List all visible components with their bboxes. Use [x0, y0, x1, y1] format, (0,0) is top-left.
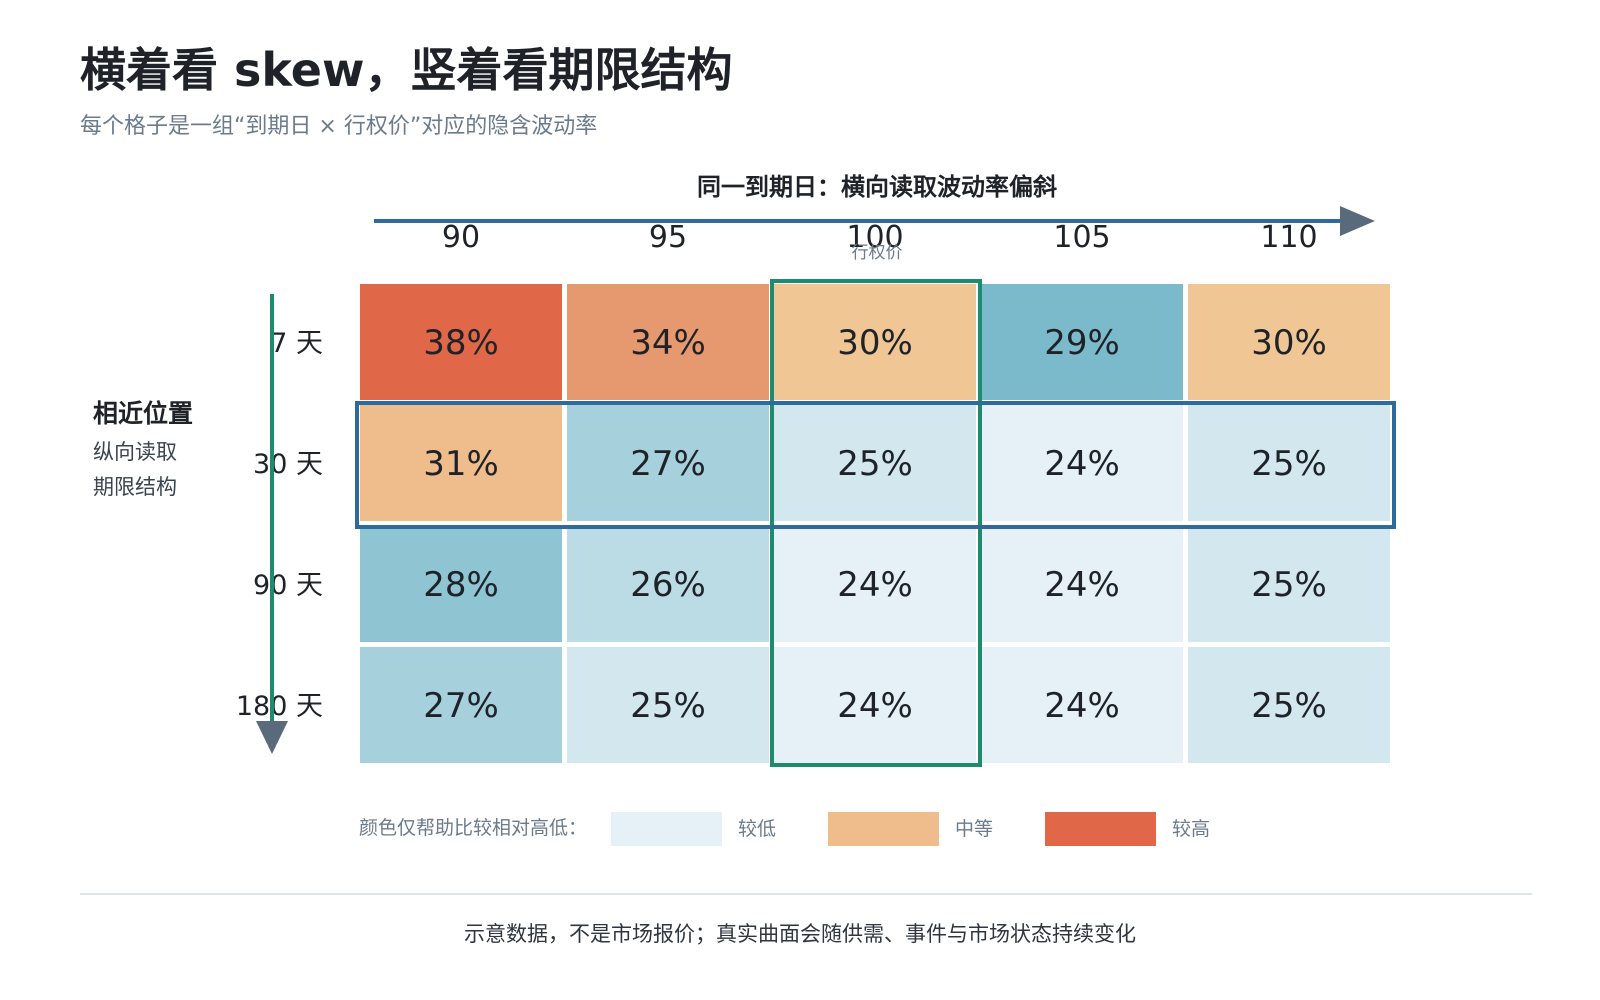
page-subtitle: 每个格子是一组“到期日 × 行权价”对应的隐含波动率 [80, 114, 598, 139]
y-tick-labels: 7 天 30 天 90 天 180 天 [236, 328, 323, 722]
top-arrow-head [1340, 206, 1375, 236]
heatmap-cell [1188, 647, 1390, 763]
legend-swatch [1045, 812, 1156, 846]
y-tick-label: 7 天 [270, 328, 323, 359]
legend-label: 中等 [955, 818, 993, 840]
heatmap-cell [360, 526, 562, 642]
heatmap-cell [981, 284, 1183, 400]
heatmap-cell [360, 647, 562, 763]
cell-value-label: 31% [423, 444, 499, 484]
footnote: 示意数据，不是市场报价；真实曲面会随供需、事件与市场状态持续变化 [464, 922, 1136, 946]
legend-label: 较低 [738, 818, 776, 840]
x-tick-label: 95 [649, 220, 687, 255]
row-highlight-frame [355, 401, 1396, 529]
legend-label: 较高 [1172, 818, 1210, 840]
y-tick-label: 90 天 [253, 570, 323, 601]
cell-value-label: 29% [1044, 323, 1120, 363]
cell-value-label: 38% [423, 323, 499, 363]
cell-value-label: 24% [837, 565, 913, 605]
cell-value-label: 28% [423, 565, 499, 605]
cell-value-label: 25% [1251, 444, 1327, 484]
cell-value-label: 25% [1251, 565, 1327, 605]
cell-value-label: 24% [1044, 565, 1120, 605]
heatmap-cell [567, 526, 769, 642]
heatmap-cell [981, 405, 1183, 521]
cell-value-label: 34% [630, 323, 706, 363]
x-tick-label: 90 [442, 220, 480, 255]
heatmap-cell [774, 526, 976, 642]
cell-value-label: 27% [630, 444, 706, 484]
heatmap-cell [774, 647, 976, 763]
column-highlight-frame [770, 279, 982, 767]
heatmap-cell [360, 284, 562, 400]
x-tick-label: 105 [1053, 220, 1110, 255]
cell-value-label: 30% [1251, 323, 1327, 363]
cell-value-label: 24% [1044, 444, 1120, 484]
cell-value-label: 25% [630, 686, 706, 726]
legend: 较低 中等 较高 [611, 812, 1210, 846]
left-arrow-head [256, 721, 288, 754]
y-tick-label: 180 天 [236, 691, 323, 722]
heatmap-cell [567, 284, 769, 400]
left-label-line1: 纵向读取 [93, 440, 177, 464]
heatmap-cell [1188, 284, 1390, 400]
heatmap-cell [567, 405, 769, 521]
x-tick-label: 100 [846, 220, 903, 255]
heatmap-cell [1188, 526, 1390, 642]
heatmap-cell [567, 647, 769, 763]
left-label-line2: 期限结构 [93, 475, 177, 499]
x-tick-label: 110 [1260, 220, 1317, 255]
legend-intro: 颜色仅帮助比较相对高低： [359, 817, 587, 839]
heatmap-cell [360, 405, 562, 521]
heatmap-cell [774, 405, 976, 521]
heatmap-cell [1188, 405, 1390, 521]
footer-divider [80, 893, 1532, 895]
cell-value-label: 26% [630, 565, 706, 605]
cell-value-label: 24% [1044, 686, 1120, 726]
heatmap-cell [981, 647, 1183, 763]
cell-value-label: 25% [837, 444, 913, 484]
heatmap-cell [774, 284, 976, 400]
y-tick-label: 30 天 [253, 449, 323, 480]
top-arrow-label: 同一到期日：横向读取波动率偏斜 [697, 173, 1057, 201]
x-tick-labels: 90 95 100 105 110 [442, 220, 1318, 255]
heatmap-cell [981, 526, 1183, 642]
page-title: 横着看 skew，竖着看期限结构 [80, 43, 733, 97]
cell-value-label: 30% [837, 323, 913, 363]
cell-value-label: 24% [837, 686, 913, 726]
x-axis-title: 行权价 [852, 243, 903, 263]
heatmap-cells: 38% 34% 30% 29% 30% 31% 27% 25% 24% 25% 28% 26% 24% 2… [360, 284, 1390, 763]
cell-value-label: 25% [1251, 686, 1327, 726]
legend-swatch [828, 812, 939, 846]
cell-value-label: 27% [423, 686, 499, 726]
legend-swatch [611, 812, 722, 846]
left-label-title: 相近位置 [93, 399, 193, 428]
